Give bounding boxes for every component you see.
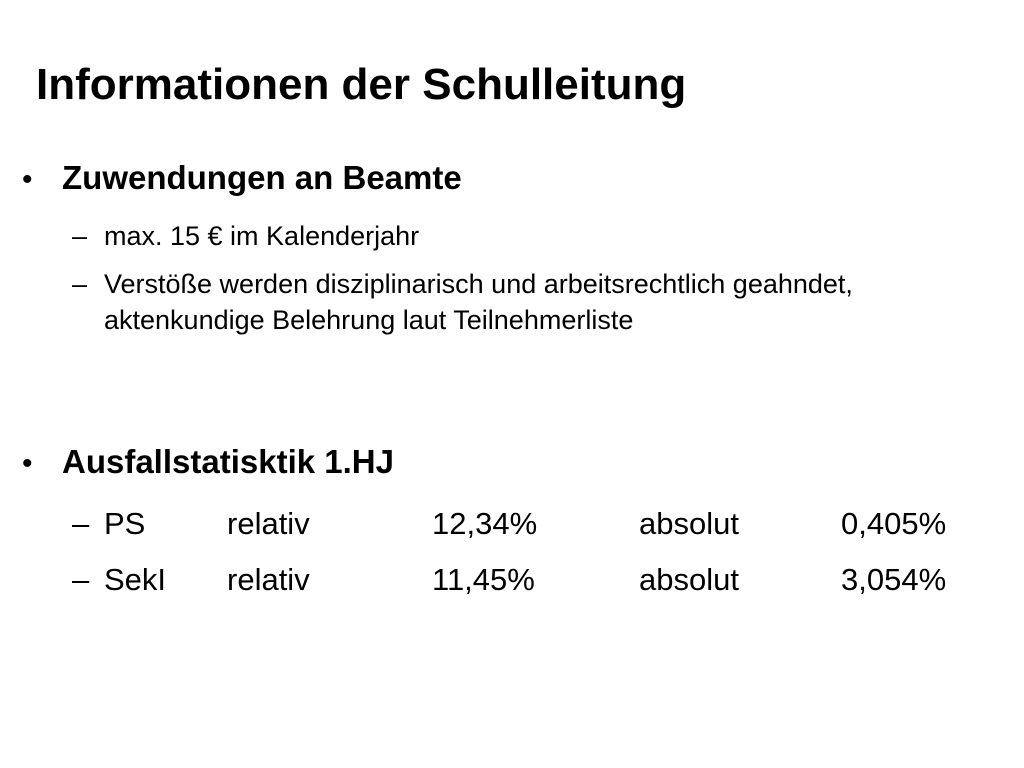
dash-icon: –: [72, 506, 90, 541]
relative-label: relativ: [227, 562, 310, 597]
list-item-text: Verstöße werden disziplinarisch und arbe…: [104, 269, 853, 335]
bullet-heading: • Ausfallstatisktik 1.HJ: [22, 436, 1012, 490]
bullet-icon: •: [22, 447, 33, 480]
slide-title: Informationen der Schulleitung: [36, 60, 687, 109]
absolute-value: 3,054%: [841, 562, 947, 597]
relative-value: 11,45%: [432, 562, 535, 597]
list-item: – max. 15 € im Kalenderjahr: [72, 218, 1012, 254]
absolute-label: absolut: [639, 562, 739, 597]
bullet-icon: •: [22, 163, 33, 196]
section-gifts: • Zuwendungen an Beamte – max. 15 € im K…: [22, 152, 1012, 338]
dash-icon: –: [72, 562, 90, 597]
section-heading: Ausfallstatisktik 1.HJ: [62, 443, 394, 480]
list-item: – Verstöße werden disziplinarisch und ar…: [72, 266, 1012, 338]
school-type: SekI: [104, 562, 167, 597]
absolute-value: 0,405%: [841, 506, 947, 541]
section-absence-statistics: • Ausfallstatisktik 1.HJ – PS relativ 12…: [22, 436, 1012, 602]
section-heading: Zuwendungen an Beamte: [62, 159, 462, 196]
statistics-row: – SekI relativ 11,45% absolut 3,054%: [72, 558, 1012, 602]
statistics-row: – PS relativ 12,34% absolut 0,405%: [72, 502, 1012, 546]
absolute-label: absolut: [639, 506, 739, 541]
list-item-text: max. 15 € im Kalenderjahr: [104, 221, 420, 251]
dash-icon: –: [72, 221, 88, 251]
relative-label: relativ: [227, 506, 310, 541]
sub-list: – max. 15 € im Kalenderjahr – Verstöße w…: [72, 218, 1012, 338]
dash-icon: –: [72, 269, 88, 299]
school-type: PS: [104, 506, 146, 541]
relative-value: 12,34%: [432, 506, 538, 541]
statistics-list: – PS relativ 12,34% absolut 0,405% – Sek…: [72, 502, 1012, 602]
bullet-heading: • Zuwendungen an Beamte: [22, 152, 1012, 206]
